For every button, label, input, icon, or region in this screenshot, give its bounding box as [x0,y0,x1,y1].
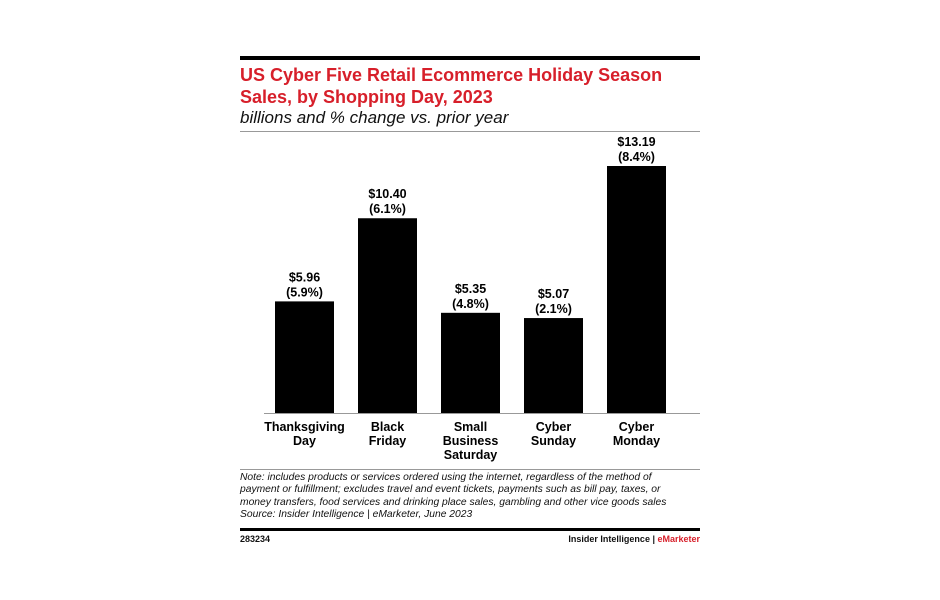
category-label: Cyber [619,420,655,434]
bar-value-label: $5.35 [455,282,486,296]
category-label: Monday [613,434,660,448]
category-label: Business [443,434,499,448]
chart-id: 283234 [240,534,271,544]
bar-value-label: $5.96 [289,270,320,284]
category-label: Saturday [444,448,498,462]
note-line: payment or fulfillment; excludes travel … [240,484,661,496]
category-label: Black [371,420,404,434]
chart-title: US Cyber Five Retail Ecommerce Holiday S… [240,65,663,107]
brand-accent: eMarketer [657,534,700,544]
note-line: money transfers, food services and drink… [240,496,667,508]
bar [524,318,583,413]
bar [275,301,334,413]
brand-main: Insider Intelligence | [568,534,658,544]
note-rule [240,469,700,470]
top-rule [240,56,700,60]
chart-card: US Cyber Five Retail Ecommerce Holiday S… [240,56,700,546]
category-label: Thanksgiving [264,420,345,434]
bar-change-label: (5.9%) [286,285,323,299]
chart-subtitle: billions and % change vs. prior year [240,108,509,127]
source-line: Source: Insider Intelligence | eMarketer… [240,508,473,520]
bar [358,218,417,413]
category-label: Cyber [536,420,572,434]
subtitle-rule [240,131,700,132]
bar [607,166,666,413]
bar-change-label: (2.1%) [535,302,572,316]
bottom-rule [240,528,700,531]
bar-change-label: (4.8%) [452,297,489,311]
note-line: Note: includes products or services orde… [240,472,652,483]
bar-value-label: $13.19 [617,135,655,149]
category-label: Small [454,420,487,434]
bar-value-label: $5.07 [538,287,569,301]
brand-label: Insider Intelligence | eMarketer [568,534,700,544]
chart-note: Note: includes products or services orde… [240,472,700,521]
category-label: Day [293,434,316,448]
bar-value-label: $10.40 [368,187,406,201]
category-label: Sunday [531,434,576,448]
bar [441,312,500,413]
bar-change-label: (8.4%) [618,150,655,164]
bar-change-label: (6.1%) [369,202,406,216]
category-label: Friday [369,434,407,448]
